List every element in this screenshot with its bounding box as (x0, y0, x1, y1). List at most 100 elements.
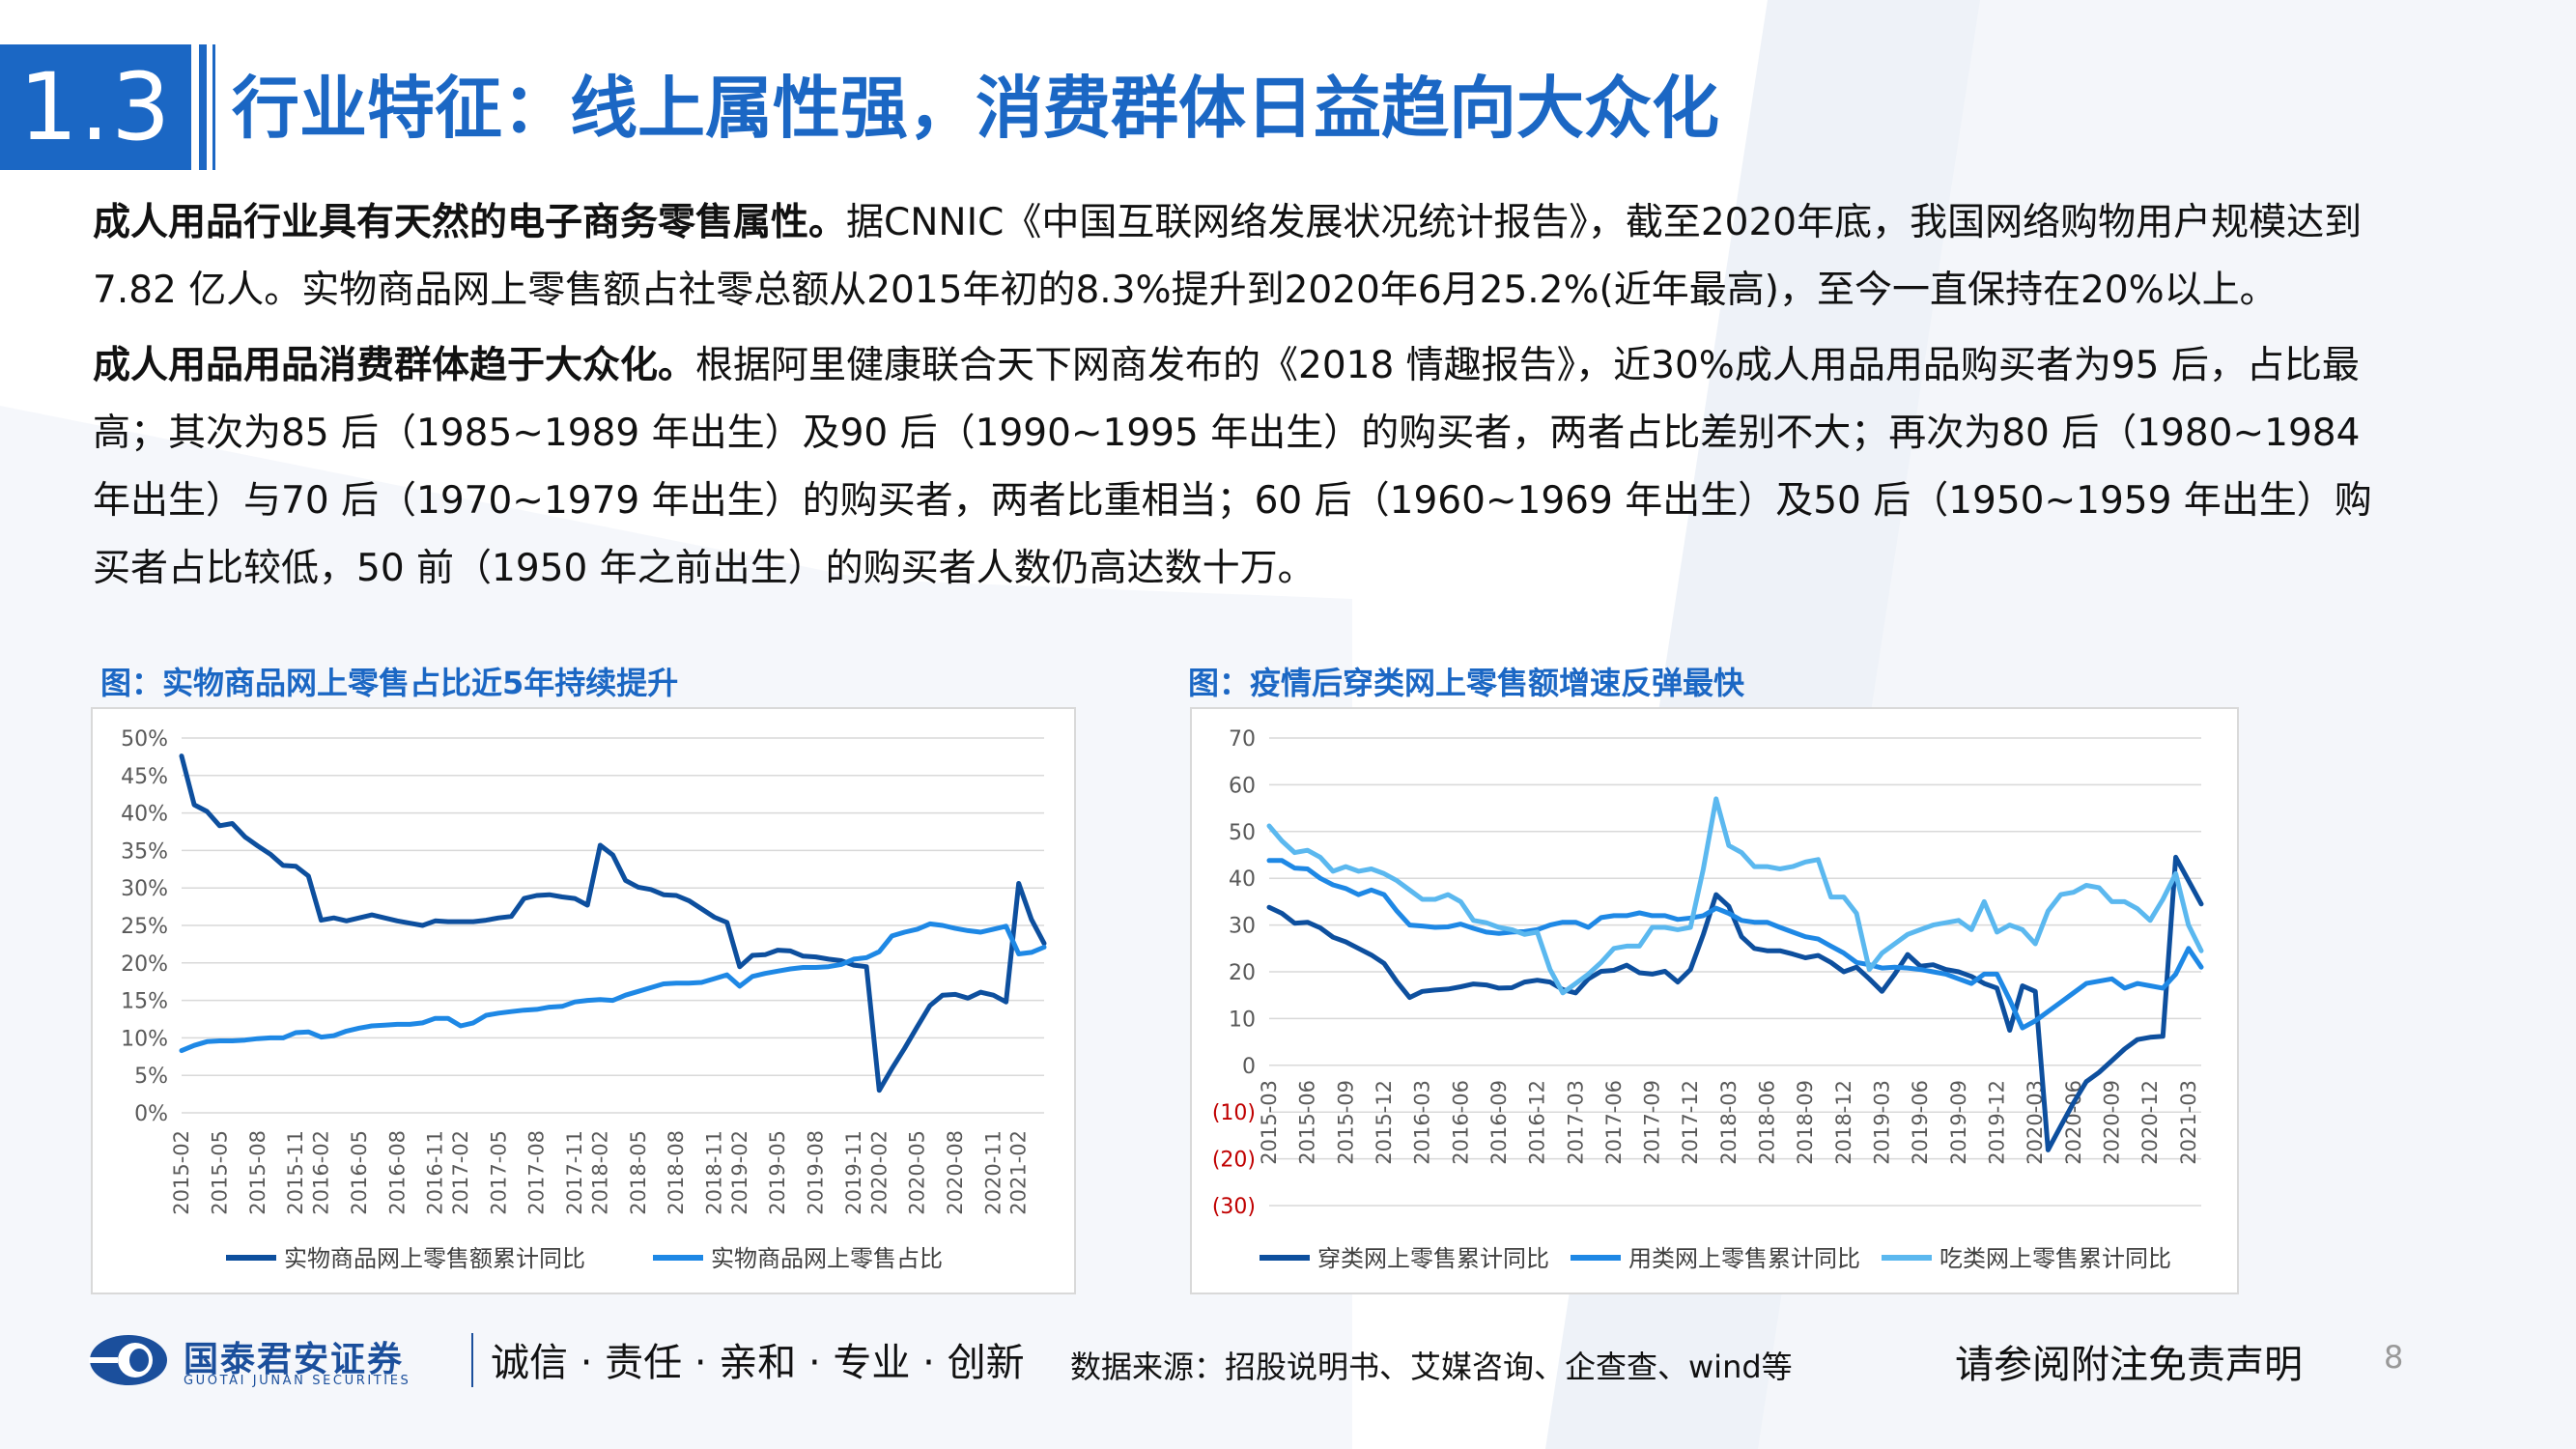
y-tick-label: 10 (1229, 1008, 1256, 1032)
series-line-2 (179, 921, 1047, 1054)
x-tick-label: 2016-02 (309, 1130, 332, 1215)
x-tick-label: 2015-05 (208, 1130, 231, 1215)
x-tick-label: 2016-09 (1487, 1080, 1511, 1165)
y-tick-label: 70 (1229, 727, 1256, 752)
x-tick-label: 2015-06 (1296, 1080, 1319, 1165)
x-tick-label: 2016-12 (1526, 1080, 1549, 1165)
y-tick-label: 25% (121, 915, 168, 939)
company-slogan: 诚信 · 责任 · 亲和 · 专业 · 创新 (491, 1341, 1025, 1385)
x-tick-label: 2020-12 (2138, 1080, 2162, 1165)
x-tick-label: 2020-05 (906, 1130, 929, 1215)
x-tick-label: 2018-06 (1756, 1080, 1779, 1165)
x-tick-label: 2018-05 (627, 1130, 650, 1215)
x-tick-label: 2015-08 (246, 1130, 269, 1215)
x-tick-label: 2019-08 (805, 1130, 828, 1215)
paragraph-text: 据CNNIC《中国互联网络发展状况统计报告》，截至2020年底，我国网络购物用户… (93, 201, 2363, 312)
data-source-note: 数据来源：招股说明书、艾媒咨询、企查查、wind等 (1070, 1349, 1793, 1385)
x-tick-label: 2019-02 (728, 1130, 751, 1215)
guotai-junan-logo-icon (89, 1335, 167, 1385)
x-tick-label: 2017-09 (1641, 1080, 1664, 1165)
y-tick-label: 30 (1229, 915, 1256, 939)
legend-label: 穿类网上零售累计同比 (1317, 1245, 1549, 1272)
x-tick-label: 2018-02 (588, 1130, 611, 1215)
y-tick-label: (20) (1212, 1149, 1256, 1173)
x-tick-label: 2017-02 (449, 1130, 472, 1215)
x-tick-label: 2017-03 (1564, 1080, 1587, 1165)
company-name-en: GUOTAI JUNAN SECURITIES (184, 1374, 411, 1388)
section-number-badge: 1.3 (0, 44, 191, 170)
x-tick-label: 2021-02 (1007, 1130, 1031, 1215)
x-tick-label: 2016-11 (424, 1130, 447, 1215)
x-tick-label: 2020-08 (944, 1130, 967, 1215)
paragraph-text: 根据阿里健康联合天下网商发布的《2018 情趣报告》，近30%成人用品用品购买者… (93, 344, 2372, 590)
series-line-1 (179, 753, 1047, 1094)
series-line-3 (1266, 796, 2204, 996)
footer-divider (471, 1333, 473, 1387)
x-tick-label: 2015-09 (1334, 1080, 1357, 1165)
y-tick-label: 50 (1229, 821, 1256, 845)
page-number: 8 (2384, 1339, 2404, 1376)
y-tick-label: 45% (121, 765, 168, 789)
category-online-retail-growth-chart: 70 60 50 40 30 20 10 0 (10) (20) (30) 2015-03 2015-0… (1212, 727, 2204, 1272)
y-tick-label: 50% (121, 727, 168, 752)
legend-label: 用类网上零售累计同比 (1628, 1245, 1860, 1272)
x-tick-label: 2017-05 (487, 1130, 510, 1215)
x-tick-label: 2019-11 (842, 1130, 865, 1215)
paragraph-lead: 成人用品用品消费群体趋于大众化。 (93, 344, 696, 387)
y-tick-label: 40 (1229, 867, 1256, 892)
y-tick-label: 0% (134, 1102, 168, 1126)
x-tick-label: 2019-05 (766, 1130, 789, 1215)
legend-label: 吃类网上零售累计同比 (1939, 1245, 2171, 1272)
title-divider-thin (212, 44, 215, 170)
x-tick-label: 2020-11 (981, 1130, 1005, 1215)
title-divider (199, 44, 207, 170)
legend-label: 实物商品网上零售占比 (711, 1245, 943, 1272)
x-tick-label: 2019-06 (1909, 1080, 1932, 1165)
left-chart-title: 图：实物商品网上零售占比近5年持续提升 (100, 665, 679, 701)
x-tick-label: 2018-03 (1717, 1080, 1741, 1165)
y-tick-label: 35% (121, 839, 168, 864)
right-chart-frame: 70 60 50 40 30 20 10 0 (10) (20) (30) 2015-03 2015-0… (1190, 707, 2239, 1294)
x-tick-label: 2015-11 (284, 1130, 307, 1215)
y-tick-label: (10) (1212, 1101, 1256, 1125)
x-tick-label: 2015-12 (1373, 1080, 1396, 1165)
y-tick-label: 60 (1229, 774, 1256, 798)
right-chart-title: 图：疫情后穿类网上零售额增速反弹最快 (1188, 665, 1745, 701)
x-tick-label: 2017-12 (1679, 1080, 1702, 1165)
x-tick-label: 2015-02 (170, 1130, 193, 1215)
y-tick-label: 30% (121, 877, 168, 901)
y-tick-label: 20 (1229, 961, 1256, 985)
page-title: 行业特征：线上属性强，消费群体日益趋向大众化 (232, 69, 1719, 148)
series-line-1 (1266, 854, 2204, 1152)
x-tick-label: 2016-08 (385, 1130, 409, 1215)
y-tick-label: 5% (134, 1065, 168, 1089)
y-tick-label: 20% (121, 952, 168, 977)
x-tick-label: 2018-11 (703, 1130, 726, 1215)
company-name: 国泰君安证券 (184, 1340, 405, 1379)
x-tick-label: 2016-06 (1449, 1080, 1472, 1165)
x-tick-label: 2018-09 (1794, 1080, 1817, 1165)
x-tick-label: 2017-11 (563, 1130, 586, 1215)
y-tick-label: 15% (121, 990, 168, 1014)
x-tick-label: 2018-12 (1832, 1080, 1855, 1165)
x-tick-label: 2017-06 (1602, 1080, 1626, 1165)
series-line-2 (1266, 858, 2204, 1031)
y-tick-label: 0 (1242, 1055, 1256, 1079)
legend-label: 实物商品网上零售额累计同比 (284, 1245, 585, 1272)
x-tick-label: 2020-02 (867, 1130, 891, 1215)
x-tick-label: 2016-05 (348, 1130, 371, 1215)
y-tick-label: (30) (1212, 1195, 1256, 1219)
x-tick-label: 2019-09 (1947, 1080, 1970, 1165)
x-tick-label: 2015-03 (1258, 1080, 1281, 1165)
paragraph-lead: 成人用品行业具有天然的电子商务零售属性。 (93, 201, 847, 244)
x-tick-label: 2020-09 (2100, 1080, 2123, 1165)
x-tick-label: 2018-08 (665, 1130, 688, 1215)
x-tick-label: 2019-12 (1985, 1080, 2008, 1165)
paragraph-consumer-groups: 成人用品用品消费群体趋于大众化。根据阿里健康联合天下网商发布的《2018 情趣报… (93, 332, 2392, 603)
paragraph-online-retail: 成人用品行业具有天然的电子商务零售属性。据CNNIC《中国互联网络发展状况统计报… (93, 189, 2392, 325)
y-tick-label: 10% (121, 1027, 168, 1051)
x-tick-label: 2019-03 (1871, 1080, 1894, 1165)
y-tick-label: 40% (121, 803, 168, 827)
left-chart-frame: 50% 45% 40% 35% 30% 25% 20% 15% 10% 5% 0% 2015-02 20… (91, 707, 1076, 1294)
x-tick-label: 2016-03 (1411, 1080, 1434, 1165)
